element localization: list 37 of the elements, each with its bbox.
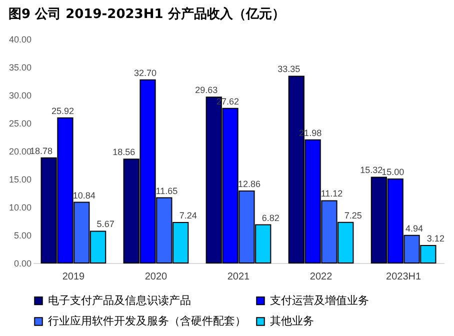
data-label: 33.35: [278, 64, 300, 74]
y-tick-label: 35.00: [8, 62, 32, 72]
x-tick-label: 2021: [227, 272, 250, 282]
y-tick-label: 5.00: [14, 230, 32, 240]
data-label: 25.92: [51, 106, 74, 116]
legend-label: 行业应用软件开发及服务（含硬件配套）: [48, 314, 246, 328]
legend-label: 支付运营及增值业务: [270, 294, 369, 307]
data-label: 12.86: [238, 178, 260, 189]
y-tick-label: 30.00: [8, 90, 32, 100]
chart-title: 图9 公司 2019-2023H1 分产品收入（亿元）: [8, 6, 285, 22]
legend-label: 其他业务: [270, 314, 314, 328]
y-tick-label: 20.00: [8, 146, 32, 156]
data-label: 15.32: [360, 165, 383, 176]
data-label: 32.70: [134, 68, 157, 78]
data-label: 29.63: [195, 85, 218, 96]
x-tick-label: 2020: [144, 272, 168, 282]
data-label: 6.82: [262, 212, 280, 223]
legend-label: 电子支付产品及信息识读产品: [48, 294, 191, 307]
data-label: 11.65: [156, 186, 178, 196]
y-tick-label: 15.00: [8, 174, 32, 184]
y-tick-label: 0.00: [14, 258, 32, 268]
data-label: 7.25: [344, 210, 362, 220]
data-label: 10.84: [72, 190, 96, 200]
data-label: 5.67: [96, 219, 114, 230]
data-label: 18.56: [112, 147, 136, 158]
data-label: 18.78: [30, 146, 53, 156]
x-tick-label: 2022: [310, 272, 333, 282]
x-tick-label: 2019: [62, 272, 85, 282]
data-label: 7.24: [179, 210, 197, 220]
data-label: 4.94: [406, 223, 424, 234]
data-label: 3.12: [426, 234, 444, 244]
x-tick-label: 2023H1: [386, 272, 422, 282]
y-tick-label: 40.00: [8, 34, 32, 44]
data-label: 15.00: [382, 167, 404, 177]
y-tick-label: 25.00: [8, 118, 32, 128]
data-label: 11.12: [320, 188, 343, 199]
y-tick-label: 10.00: [8, 202, 32, 212]
